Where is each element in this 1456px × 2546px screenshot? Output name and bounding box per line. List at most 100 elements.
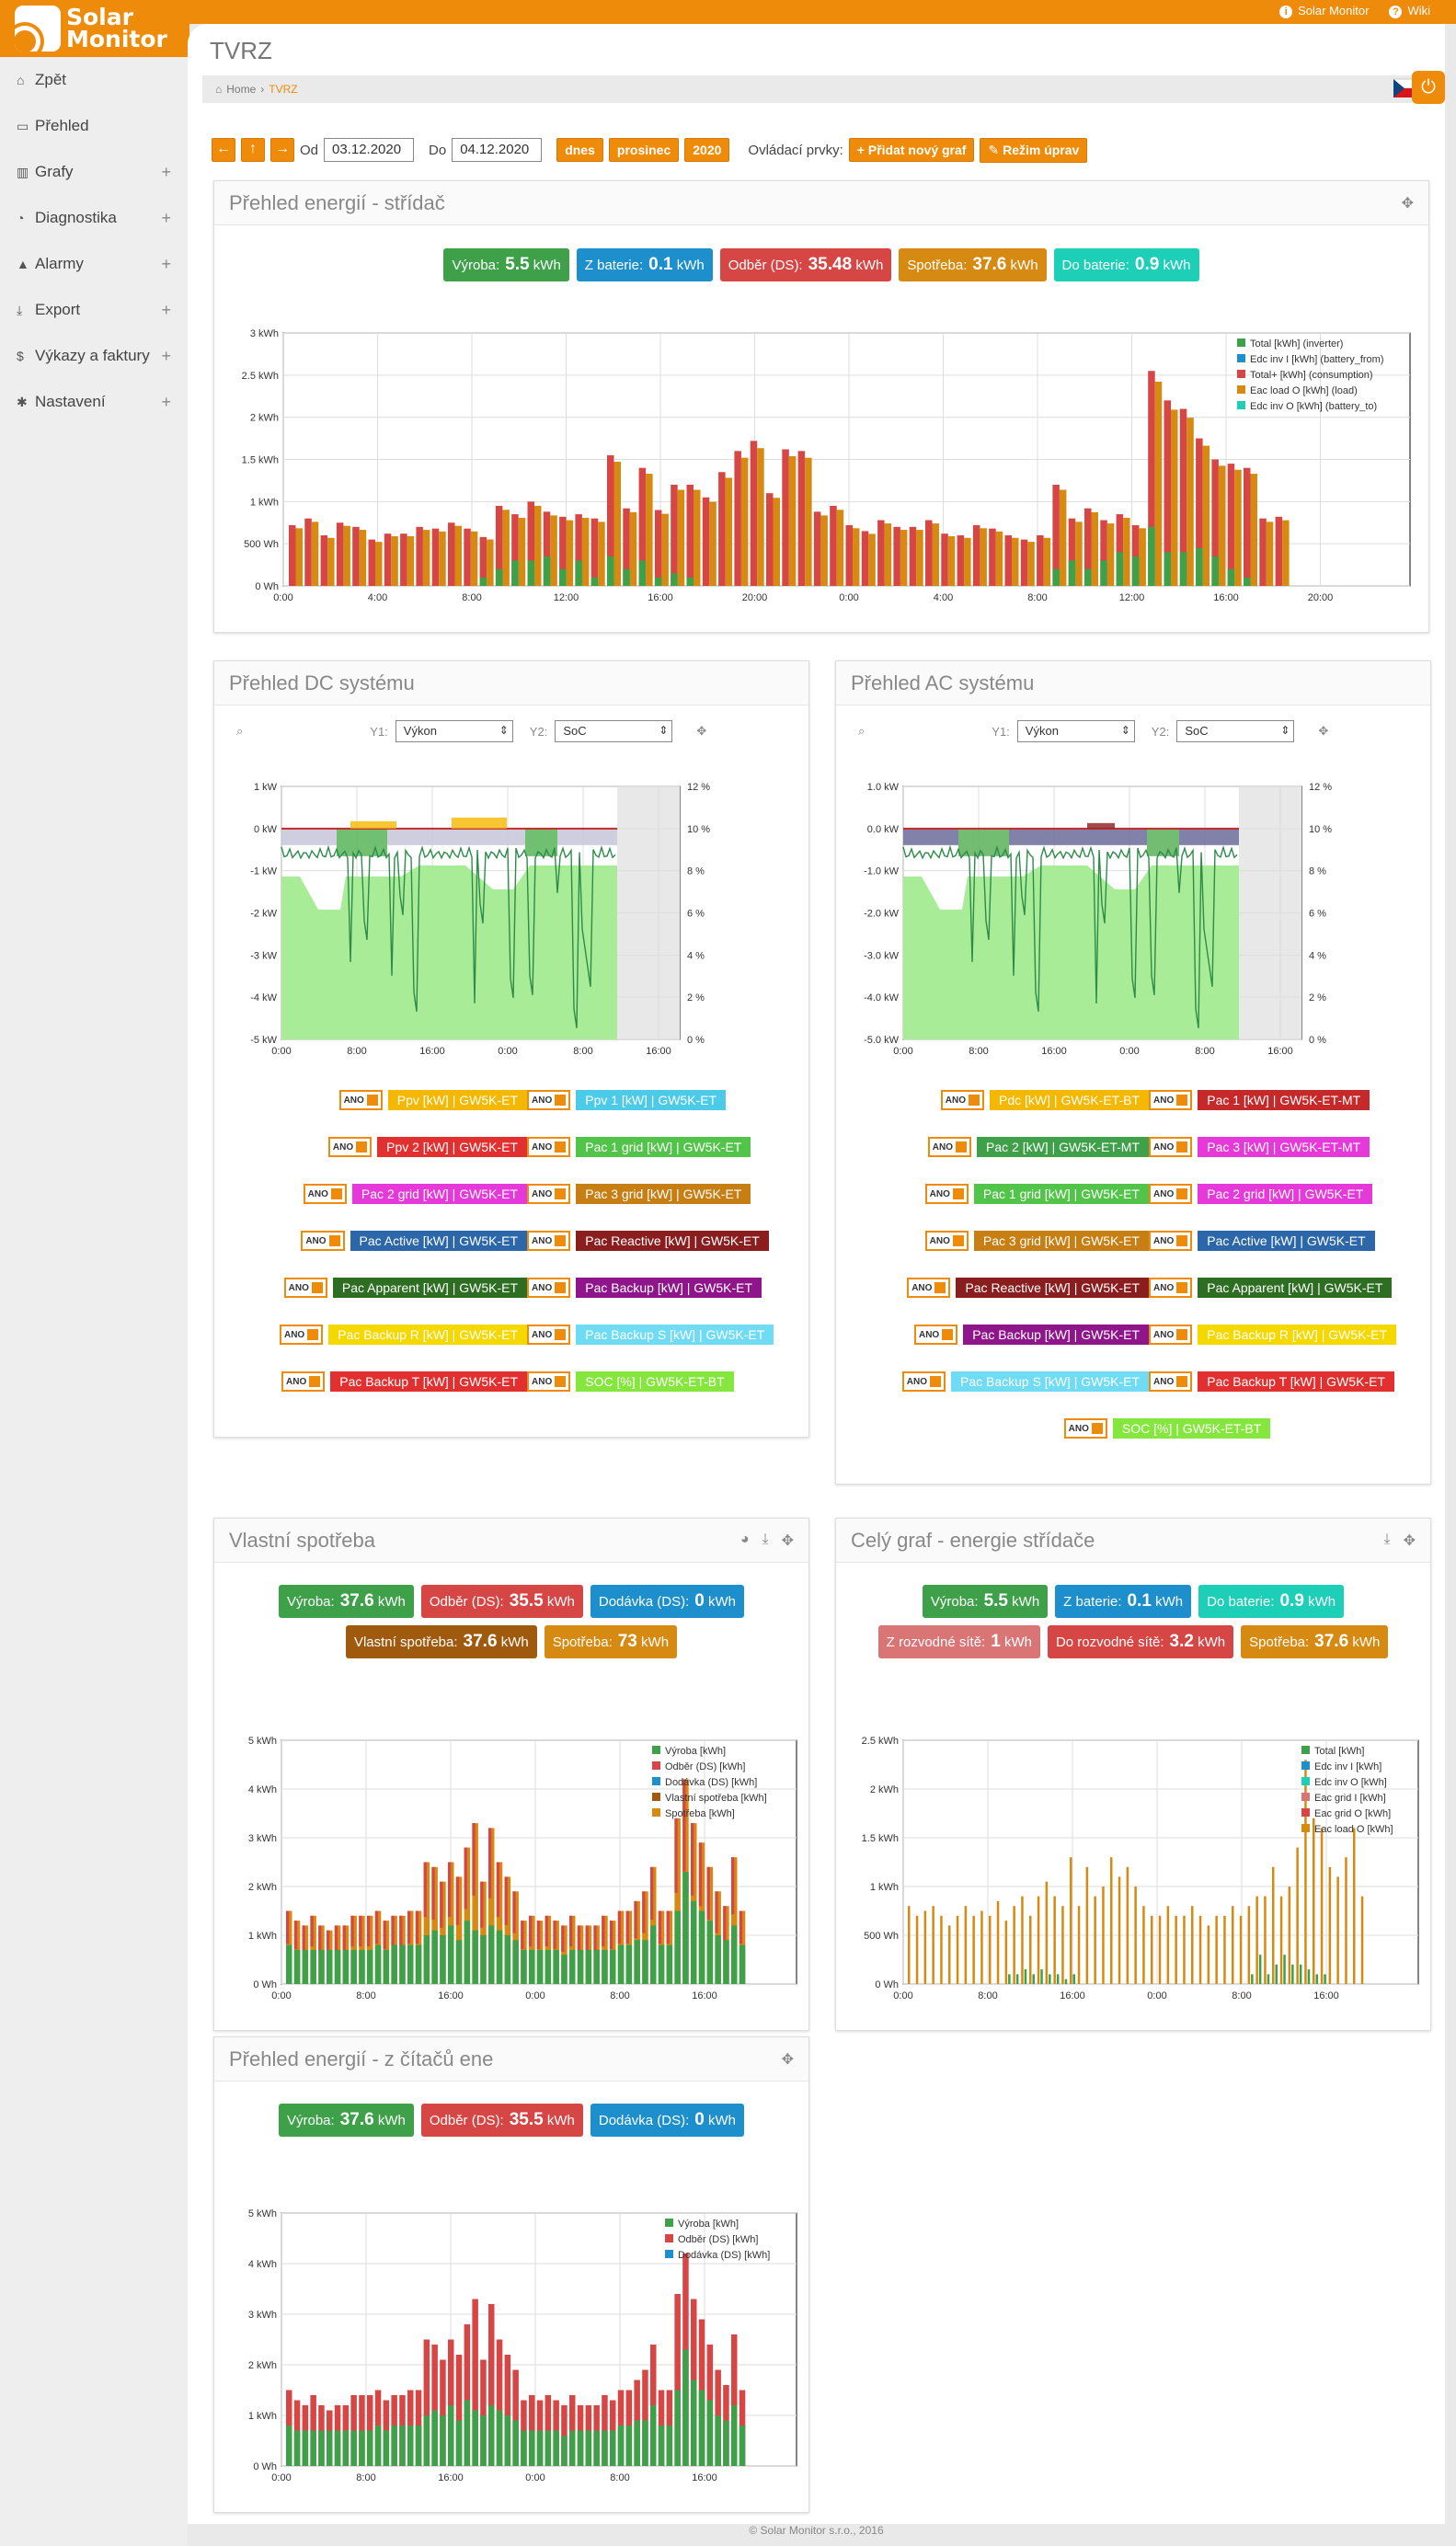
move-icon[interactable]: ✥ xyxy=(696,724,707,738)
ano-toggle[interactable]: ANO xyxy=(1149,1278,1193,1298)
legend-toggle[interactable]: ANO Pac 1 grid [kW] | GW5K-ET xyxy=(527,1137,803,1157)
legend-toggle[interactable]: ANO Pac 2 grid [kW] | GW5K-ET xyxy=(251,1184,527,1204)
ano-toggle[interactable]: ANO xyxy=(281,1371,326,1392)
ano-toggle[interactable]: ANO xyxy=(1149,1137,1193,1157)
sidebar-item-5[interactable]: ⤓ Export + xyxy=(0,287,188,333)
legend-toggle[interactable]: ANO Pac Backup R [kW] | GW5K-ET xyxy=(251,1325,527,1345)
legend-toggle[interactable]: ANO Pac Backup [kW] | GW5K-ET xyxy=(527,1278,803,1298)
legend-toggle[interactable]: ANO Pac 1 grid [kW] | GW5K-ET xyxy=(873,1184,1149,1204)
move-icon[interactable]: ✥ xyxy=(1403,1533,1416,1549)
next-arrow-button[interactable]: → xyxy=(270,138,294,162)
sidebar-item-3[interactable]: ◔ Diagnostika + xyxy=(0,195,188,241)
y2-select[interactable]: SoC xyxy=(555,720,673,742)
wiki-link[interactable]: ? Wiki xyxy=(1389,4,1430,18)
month-button[interactable]: prosinec xyxy=(608,138,680,162)
legend-toggle[interactable]: ANO Pac Backup R [kW] | GW5K-ET xyxy=(1149,1325,1425,1345)
year-button[interactable]: 2020 xyxy=(684,138,730,162)
ano-toggle[interactable]: ANO xyxy=(527,1231,571,1251)
sidebar-item-1[interactable]: ▭ Přehled xyxy=(0,103,188,149)
ano-toggle[interactable]: ANO xyxy=(913,1325,958,1345)
download-icon[interactable]: ⤓ xyxy=(762,1531,769,1547)
move-icon[interactable]: ✥ xyxy=(781,2052,794,2068)
move-icon[interactable]: ✥ xyxy=(1401,196,1414,212)
legend-toggle[interactable]: ANO Pac 3 grid [kW] | GW5K-ET xyxy=(873,1231,1149,1251)
sidebar-item-2[interactable]: ▥ Grafy + xyxy=(0,149,188,195)
solar-monitor-link[interactable]: i Solar Monitor xyxy=(1279,4,1369,18)
ano-toggle[interactable]: ANO xyxy=(527,1278,571,1298)
add-graph-button[interactable]: + Přidat nový graf xyxy=(848,138,975,162)
sidebar-item-4[interactable]: ▲ Alarmy + xyxy=(0,241,188,287)
pie-chart-icon[interactable]: ◕ xyxy=(739,1531,750,1547)
ano-toggle[interactable]: ANO xyxy=(279,1325,324,1345)
ano-toggle[interactable]: ANO xyxy=(1149,1231,1193,1251)
ano-toggle[interactable]: ANO xyxy=(1149,1090,1193,1110)
legend-toggle[interactable]: ANO Pac 2 [kW] | GW5K-ET-MT xyxy=(873,1137,1149,1157)
bar-load xyxy=(1320,1828,1324,1984)
y1-select[interactable]: Výkon xyxy=(1016,720,1135,742)
bar-load xyxy=(956,1915,959,1984)
ano-toggle[interactable]: ANO xyxy=(901,1371,946,1392)
legend-toggle[interactable]: ANO SOC [%] | GW5K-ET-BT xyxy=(1029,1418,1305,1439)
legend-toggle[interactable]: ANO Pdc [kW] | GW5K-ET-BT xyxy=(873,1090,1149,1110)
legend-toggle[interactable]: ANO Pac 3 [kW] | GW5K-ET-MT xyxy=(1149,1137,1425,1157)
legend-toggle[interactable]: ANO Ppv [kW] | GW5K-ET xyxy=(251,1090,527,1110)
legend-toggle[interactable]: ANO Pac Backup T [kW] | GW5K-ET xyxy=(251,1371,527,1392)
ano-toggle[interactable]: ANO xyxy=(940,1090,985,1110)
ano-toggle[interactable]: ANO xyxy=(301,1231,345,1251)
legend-toggle[interactable]: ANO SOC [%] | GW5K-ET-BT xyxy=(527,1371,803,1392)
bar-consumption xyxy=(495,505,503,586)
legend-toggle[interactable]: ANO Pac Apparent [kW] | GW5K-ET xyxy=(1149,1278,1425,1298)
sidebar-item-6[interactable]: $ Výkazy a faktury + xyxy=(0,333,188,379)
legend-toggle[interactable]: ANO Pac Backup T [kW] | GW5K-ET xyxy=(1149,1371,1425,1392)
from-date-input[interactable]: 03.12.2020 xyxy=(324,138,415,162)
ano-toggle[interactable]: ANO xyxy=(303,1184,347,1204)
ano-toggle[interactable]: ANO xyxy=(283,1278,327,1298)
today-button[interactable]: dnes xyxy=(556,138,603,162)
ano-toggle[interactable]: ANO xyxy=(1063,1418,1107,1439)
ano-toggle[interactable]: ANO xyxy=(1149,1325,1193,1345)
y2-select[interactable]: SoC xyxy=(1176,720,1295,742)
ano-toggle[interactable]: ANO xyxy=(907,1278,951,1298)
legend-toggle[interactable]: ANO Ppv 1 [kW] | GW5K-ET xyxy=(527,1090,803,1110)
breadcrumb-home[interactable]: Home xyxy=(226,83,257,96)
zoom-icon[interactable]: ⌕ xyxy=(236,724,244,738)
legend-toggle[interactable]: ANO Pac Reactive [kW] | GW5K-ET xyxy=(527,1231,803,1251)
legend-toggle[interactable]: ANO Pac 3 grid [kW] | GW5K-ET xyxy=(527,1184,803,1204)
y1-select[interactable]: Výkon xyxy=(395,720,513,742)
ano-toggle[interactable]: ANO xyxy=(927,1137,972,1157)
to-date-input[interactable]: 04.12.2020 xyxy=(452,138,543,162)
ano-toggle[interactable]: ANO xyxy=(924,1231,969,1251)
download-icon[interactable]: ⤓ xyxy=(1383,1531,1391,1547)
ano-toggle[interactable]: ANO xyxy=(924,1184,969,1204)
ano-toggle[interactable]: ANO xyxy=(1149,1184,1193,1204)
legend-toggle[interactable]: ANO Pac Backup S [kW] | GW5K-ET xyxy=(873,1371,1149,1392)
ano-toggle[interactable]: ANO xyxy=(1149,1371,1193,1392)
move-icon[interactable]: ✥ xyxy=(1318,724,1329,738)
legend-toggle[interactable]: ANO Pac Active [kW] | GW5K-ET xyxy=(251,1231,527,1251)
edit-mode-button[interactable]: ✎ Režim úprav xyxy=(980,137,1088,163)
czech-flag-icon[interactable] xyxy=(1393,77,1416,99)
legend-toggle[interactable]: ANO Pac Apparent [kW] | GW5K-ET xyxy=(251,1278,527,1298)
ano-toggle[interactable]: ANO xyxy=(338,1090,383,1110)
move-icon[interactable]: ✥ xyxy=(781,1533,794,1549)
legend-toggle[interactable]: ANO Pac Reactive [kW] | GW5K-ET xyxy=(873,1278,1149,1298)
legend-toggle[interactable]: ANO Pac 2 grid [kW] | GW5K-ET xyxy=(1149,1184,1425,1204)
ano-toggle[interactable]: ANO xyxy=(527,1371,571,1392)
legend-toggle[interactable]: ANO Pac 1 [kW] | GW5K-ET-MT xyxy=(1149,1090,1425,1110)
ano-toggle[interactable]: ANO xyxy=(527,1137,571,1157)
zoom-icon[interactable]: ⌕ xyxy=(858,724,866,738)
legend-toggle[interactable]: ANO Pac Backup S [kW] | GW5K-ET xyxy=(527,1325,803,1345)
legend-toggle[interactable]: ANO Ppv 2 [kW] | GW5K-ET xyxy=(251,1137,527,1157)
power-icon[interactable]: ⏻ xyxy=(1412,71,1445,104)
ano-toggle[interactable]: ANO xyxy=(327,1137,373,1157)
legend-toggle[interactable]: ANO Pac Backup [kW] | GW5K-ET xyxy=(873,1325,1149,1345)
sidebar-item-0[interactable]: ⌂ Zpět xyxy=(0,57,188,103)
ano-toggle[interactable]: ANO xyxy=(527,1090,571,1110)
legend-toggle[interactable]: ANO Pac Active [kW] | GW5K-ET xyxy=(1149,1231,1425,1251)
ano-toggle[interactable]: ANO xyxy=(527,1184,571,1204)
prev-arrow-button[interactable]: ← xyxy=(212,138,235,162)
logo[interactable]: Solar Monitor xyxy=(0,0,189,57)
ano-toggle[interactable]: ANO xyxy=(527,1325,571,1345)
up-arrow-button[interactable]: ↑ xyxy=(241,138,265,162)
sidebar-item-7[interactable]: ✱ Nastavení + xyxy=(0,379,188,425)
